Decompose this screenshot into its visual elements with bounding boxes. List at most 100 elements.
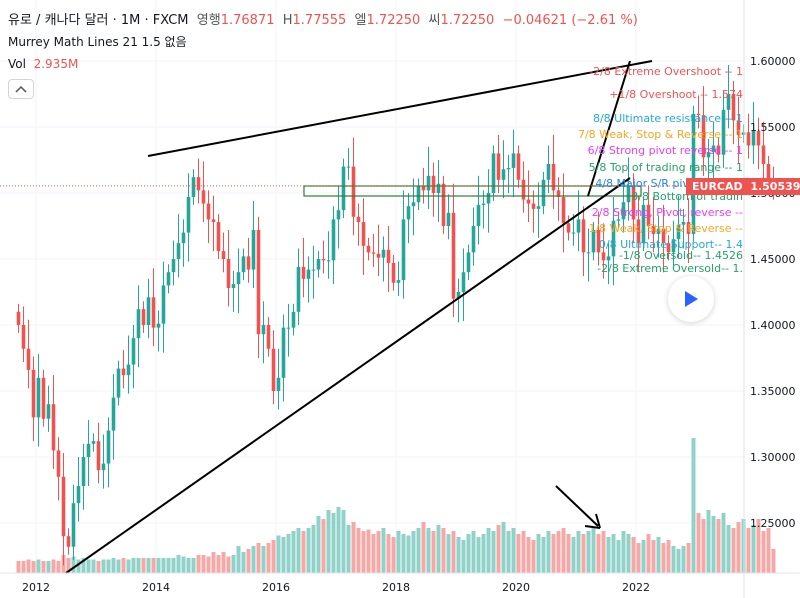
candle-body xyxy=(496,153,501,180)
murrey-label: -2/8 Extreme Oversold-- 1. xyxy=(597,261,743,275)
candle-body xyxy=(546,163,551,180)
candle-body xyxy=(406,206,411,220)
volume-bar xyxy=(591,528,596,573)
candle-body xyxy=(766,163,771,186)
candle-body xyxy=(416,186,421,203)
high-value: 1.77555 xyxy=(292,13,347,28)
candle-body xyxy=(311,269,316,271)
candle-body xyxy=(681,222,686,225)
candle-body xyxy=(231,284,236,289)
volume-bar xyxy=(731,528,736,573)
volume-bar xyxy=(341,510,346,573)
candle-body xyxy=(71,503,76,547)
candle-body xyxy=(146,297,151,325)
volume-bar xyxy=(646,534,651,573)
volume-bar xyxy=(316,516,321,573)
candle-body xyxy=(661,228,666,244)
volume-bar xyxy=(426,528,431,573)
volume-bar xyxy=(126,559,131,573)
candle-body xyxy=(746,132,751,146)
candle-body xyxy=(641,204,646,244)
candle-body xyxy=(396,280,401,283)
candle-body xyxy=(586,252,591,254)
volume-bar xyxy=(391,537,396,573)
candle-body xyxy=(296,266,301,312)
candle-body xyxy=(676,224,681,240)
murrey-label: 6/8 Strong pivot reverse -- 1 xyxy=(587,143,743,157)
volume-bar xyxy=(231,555,236,573)
volume-bar xyxy=(486,528,491,573)
candle-body xyxy=(151,297,156,328)
volume-bar xyxy=(81,558,86,573)
volume-bar xyxy=(436,525,441,573)
volume-bar xyxy=(166,558,171,573)
volume-bar xyxy=(631,537,636,573)
volume-bar xyxy=(526,537,531,573)
candle-body xyxy=(441,183,446,226)
candle-body xyxy=(196,177,201,191)
murrey-label: +1/8 Overshoot -- 1.574 xyxy=(609,88,743,102)
candle-body xyxy=(381,249,386,258)
volume-bar xyxy=(621,531,626,573)
volume-bar xyxy=(221,552,226,573)
candle-body xyxy=(471,226,476,253)
volume-bar xyxy=(46,561,51,573)
candle-body xyxy=(391,262,396,283)
change-value: −0.04621 (−2.61 %) xyxy=(502,13,638,28)
replay-button[interactable] xyxy=(668,276,714,322)
candle-body xyxy=(701,115,706,158)
volume-bar xyxy=(611,534,616,573)
candle-body xyxy=(686,222,691,234)
current-price-tag: EURCAD 1.50539 xyxy=(686,177,800,195)
candle-body xyxy=(41,377,46,419)
close-value: 1.72250 xyxy=(440,13,495,28)
candle-body xyxy=(431,175,436,193)
candle-body xyxy=(656,228,661,234)
x-tick-label: 2018 xyxy=(382,581,410,594)
volume-bar xyxy=(26,559,31,573)
murrey-label: 7/8 Weak, Stop & Reverse -- 1 xyxy=(577,127,743,141)
y-tick-label: 1.45000 xyxy=(750,253,796,266)
volume-bar xyxy=(311,525,316,573)
volume-bar xyxy=(706,510,711,573)
volume-bar xyxy=(176,555,181,573)
volume-bar xyxy=(296,528,301,573)
volume-bar xyxy=(416,528,421,573)
candle-body xyxy=(376,253,381,258)
volume-bar xyxy=(186,558,191,573)
candle-body xyxy=(571,232,576,234)
candle-body xyxy=(636,219,641,244)
candle-body xyxy=(251,229,256,270)
candle-body xyxy=(556,190,561,197)
low-label: 엘 xyxy=(354,13,367,28)
volume-bar xyxy=(51,559,56,573)
symbol-name[interactable]: 유로 / 캐나다 달러 · 1M · FXCM xyxy=(8,13,189,28)
volume-bar xyxy=(146,558,151,573)
volume-bar xyxy=(21,561,26,573)
candle-body xyxy=(631,186,636,220)
volume-bar xyxy=(491,531,496,573)
volume-bar xyxy=(481,534,486,573)
collapse-legend-button[interactable] xyxy=(8,79,34,99)
candle-body xyxy=(446,212,451,226)
candle-body xyxy=(501,169,506,180)
volume-bar xyxy=(291,531,296,573)
volume-bar xyxy=(626,534,631,573)
volume-bar xyxy=(361,531,366,573)
candle-body xyxy=(236,272,241,285)
candle-body xyxy=(646,204,651,226)
indicator-legend[interactable]: Murrey Math Lines 21 1.5 없음 xyxy=(8,35,187,49)
candle-body xyxy=(751,130,756,146)
candle-body xyxy=(551,163,556,191)
volume-bar xyxy=(636,543,641,573)
candle-body xyxy=(126,364,131,376)
candle-body xyxy=(341,166,346,211)
volume-bar xyxy=(246,549,251,573)
volume-bar xyxy=(241,552,246,573)
volume-bar xyxy=(586,531,591,573)
candle-body xyxy=(26,348,31,370)
volume-bar xyxy=(501,522,506,573)
volume-legend[interactable]: Vol 2.935M xyxy=(8,57,78,71)
volume-bar xyxy=(86,559,91,573)
